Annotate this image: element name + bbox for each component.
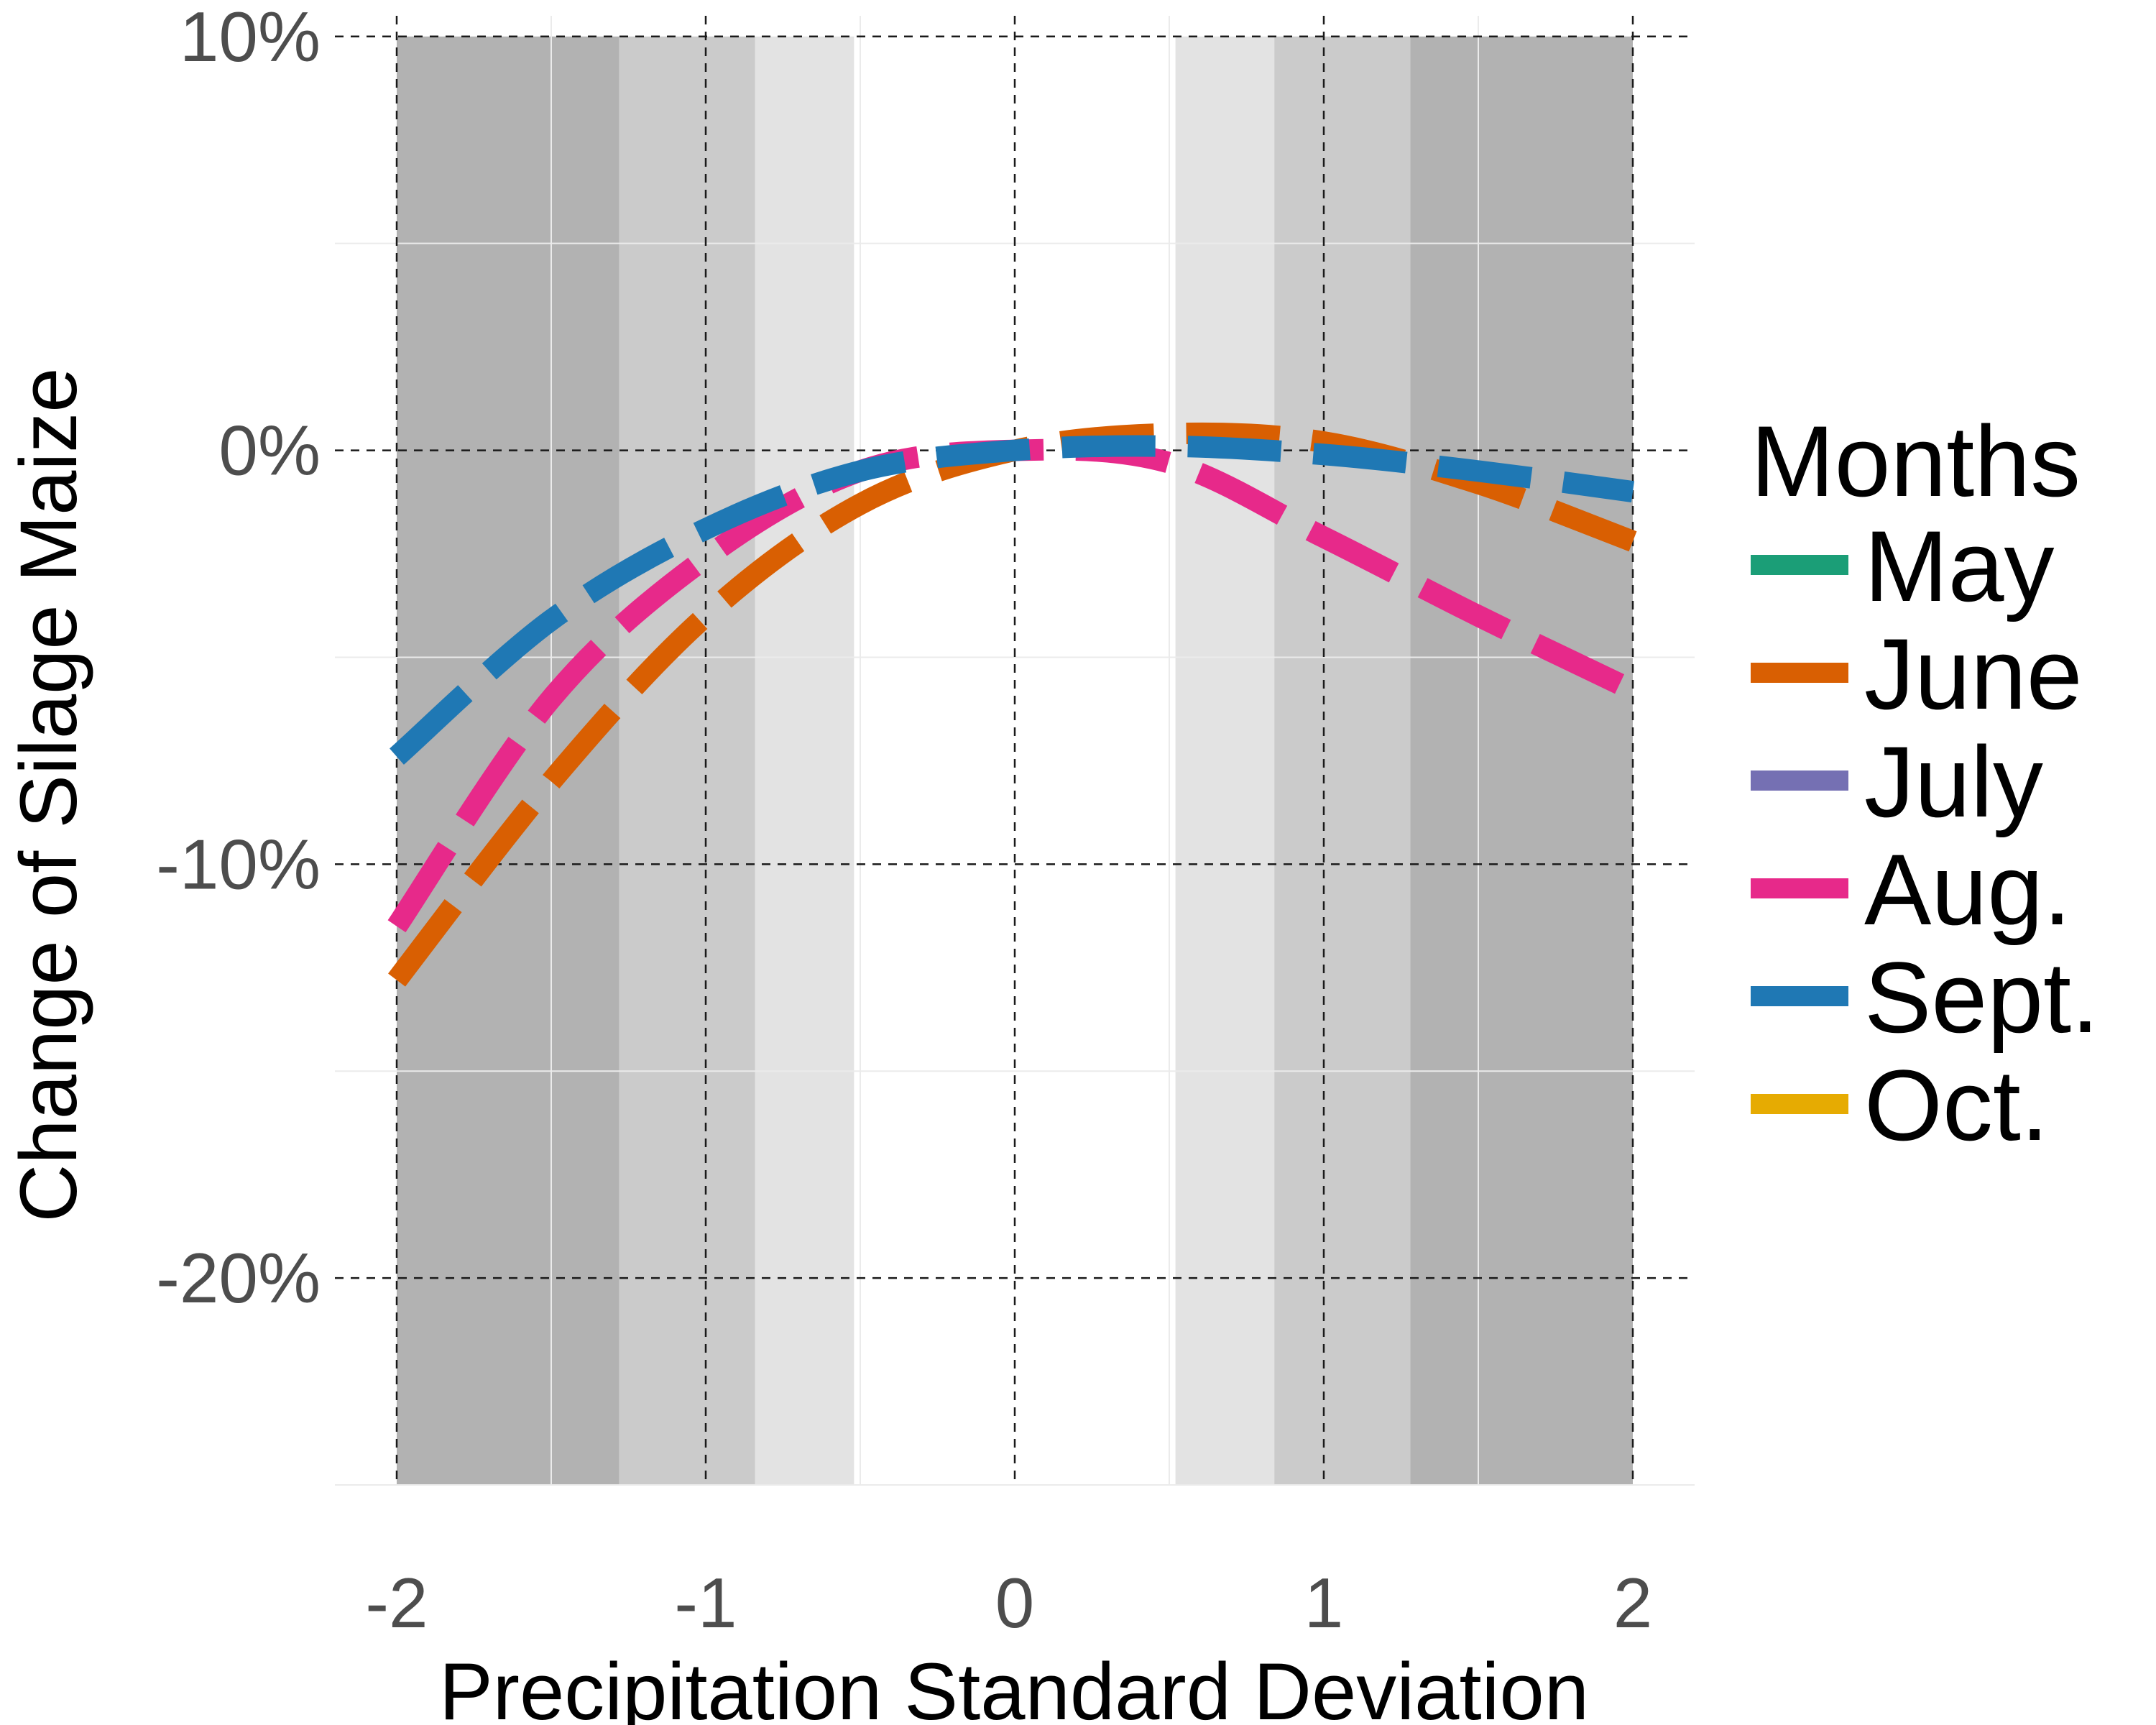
shaded-band [1410, 36, 1633, 1486]
minor-grid [335, 16, 1695, 1486]
y-tick-label: 0% [218, 411, 321, 490]
x-tick-labels: -2 -1 0 1 2 [365, 1563, 1652, 1642]
x-axis-title: Precipitation Standard Deviation [439, 1647, 1589, 1725]
legend-key [1751, 770, 1848, 791]
x-tick-label: 0 [995, 1563, 1035, 1642]
shaded-band [755, 36, 854, 1486]
x-tick-label: 1 [1304, 1563, 1344, 1642]
legend-key [1751, 878, 1848, 898]
y-tick-labels: 10% 0% -10% -20% [156, 0, 321, 1317]
shaded-band [1274, 36, 1411, 1486]
legend-label: Sept. [1864, 941, 2099, 1054]
series-lines [387, 422, 1638, 987]
legend-key [1751, 1094, 1848, 1114]
legend-label: July [1864, 725, 2043, 838]
series-line-sept [390, 435, 1634, 765]
shaded-bands [397, 36, 1633, 1486]
legend-label: May [1864, 510, 2054, 622]
y-tick-label: -20% [156, 1238, 321, 1317]
legend-label: Aug. [1864, 833, 2071, 946]
x-tick-label: 2 [1613, 1563, 1653, 1642]
shaded-band [619, 36, 755, 1486]
shaded-band [1175, 36, 1275, 1486]
legend-label: June [1864, 617, 2083, 730]
x-tick-label: -1 [674, 1563, 737, 1642]
y-axis-title: Change of Silage Maize [4, 367, 93, 1222]
y-tick-label: 10% [180, 0, 321, 76]
legend-title: Months [1751, 405, 2081, 518]
legend-key [1751, 555, 1848, 575]
legend-key [1751, 663, 1848, 683]
legend-key [1751, 986, 1848, 1006]
y-tick-label: -10% [156, 824, 321, 903]
legend-label: Oct. [1864, 1049, 2049, 1162]
x-tick-label: -2 [365, 1563, 428, 1642]
